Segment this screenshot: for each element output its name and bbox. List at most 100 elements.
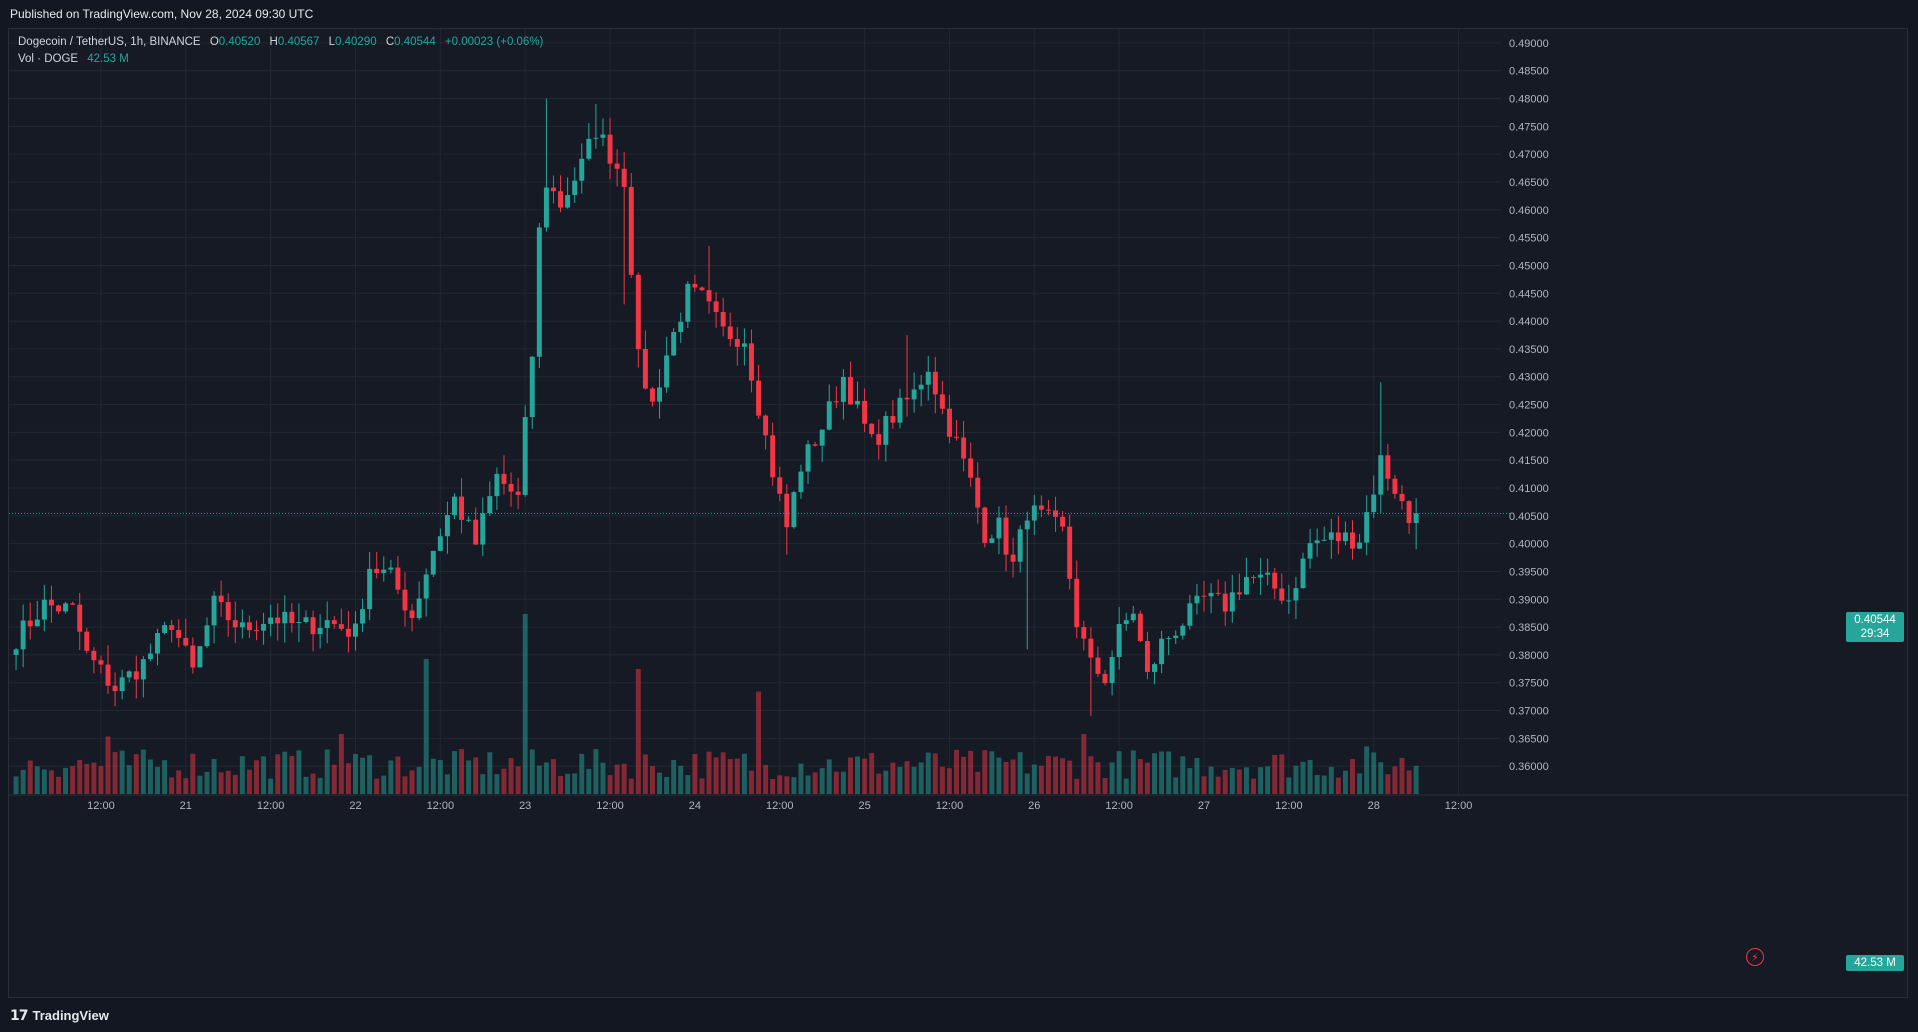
volume-bar [607, 775, 613, 794]
chart-frame[interactable]: 0.36000 0.36500 0.37000 0.37500 0.38000 0.385… [8, 28, 1909, 999]
volume-bar [1293, 765, 1299, 794]
candle-body [1017, 529, 1023, 562]
candle-body [1314, 540, 1320, 544]
candle-body [558, 191, 564, 208]
volume-bar [1222, 769, 1228, 794]
symbol-title[interactable]: Dogecoin / TetherUS, 1h, BINANCE [18, 36, 201, 48]
candle-body [211, 595, 217, 626]
candle-body [1300, 558, 1306, 589]
candle-body [331, 620, 337, 625]
candle-body [961, 437, 967, 459]
volume-bar [1067, 760, 1073, 794]
volume-bar [1074, 778, 1080, 794]
volume-bar [1095, 762, 1101, 794]
volume-bar [1152, 753, 1157, 794]
chart-canvas[interactable]: 0.36000 0.36500 0.37000 0.37500 0.38000 0.385… [9, 29, 1909, 999]
volume-bar [1378, 762, 1384, 794]
volume-bar [989, 751, 995, 794]
volume-bar [932, 753, 938, 794]
candle-body [388, 567, 394, 570]
volume-bar [204, 771, 210, 794]
candle-body [1180, 625, 1186, 636]
countdown-value: 29:34 [1860, 628, 1890, 640]
ohlc-row: Dogecoin / TetherUS, 1h, BINANCE O0.4052… [18, 34, 543, 51]
last-price-value: 0.40544 [1854, 614, 1896, 626]
candle-body [91, 650, 97, 661]
candle-body [1088, 638, 1094, 658]
volume-label[interactable]: Vol · DOGE [18, 53, 79, 65]
volume-bar [904, 761, 910, 794]
time-tick-label: 12:00 [596, 800, 624, 812]
candle-body [1053, 510, 1058, 517]
candle-body [494, 473, 500, 497]
volume-bar [925, 752, 931, 794]
candle-body [840, 376, 846, 402]
price-tick-label: 0.38500 [1509, 622, 1549, 634]
volume-bar [897, 766, 903, 794]
volume-bar [437, 760, 443, 794]
candle-body [1038, 505, 1044, 510]
price-tick-label: 0.38000 [1509, 650, 1549, 662]
volume-bar [869, 753, 875, 794]
time-tick-label: 24 [689, 800, 701, 812]
volume-bar [232, 774, 238, 794]
volume-bar [635, 669, 641, 794]
tradingview-logo[interactable]: 𝟭𝟳 TradingView [10, 1007, 109, 1024]
candle-body [1137, 613, 1143, 642]
price-tick-label: 0.48000 [1509, 94, 1549, 106]
candle-body [338, 624, 344, 629]
open-label: O [209, 36, 219, 48]
candle-body [423, 574, 429, 599]
price-tick-label: 0.42500 [1509, 400, 1549, 412]
candle-body [1272, 572, 1278, 589]
bolt-icon[interactable]: ⚡ [1746, 948, 1764, 966]
volume-bar [84, 763, 90, 794]
price-tick-label: 0.46000 [1509, 205, 1549, 217]
close-label: C [385, 36, 395, 48]
time-tick-label: 12:00 [1445, 800, 1473, 812]
candle-body [826, 401, 832, 430]
volume-bar [671, 759, 677, 794]
candle-body [1130, 613, 1136, 621]
volume-bar [1272, 754, 1278, 794]
volume-bar [331, 764, 337, 794]
candle-body [685, 283, 691, 322]
candle-body [310, 617, 316, 635]
volume-bar [1137, 758, 1143, 794]
volume-bar [805, 775, 811, 794]
change-value: +0.00023 (+0.06%) [444, 36, 544, 48]
candle-body [1208, 592, 1214, 597]
volume-bar [1159, 751, 1165, 794]
volume-bar [756, 691, 762, 794]
candle-body [692, 283, 698, 288]
candle-body [1378, 455, 1384, 495]
candle-body [593, 137, 599, 139]
volume-bar [939, 766, 945, 794]
volume-bar [1166, 751, 1172, 794]
tradingview-logo-text: TradingView [32, 1007, 109, 1023]
volume-bar [1350, 759, 1355, 794]
volume-bar [883, 770, 889, 794]
volume-bar [275, 754, 281, 794]
volume-bar [1017, 752, 1023, 794]
candle-body [649, 388, 655, 402]
volume-bar [833, 771, 839, 794]
volume-bar [459, 749, 465, 794]
time-tick-label: 12:00 [936, 800, 964, 812]
candle-body [1406, 501, 1412, 523]
volume-bar [1024, 773, 1030, 794]
volume-bar [996, 757, 1002, 794]
volume-bar [1286, 777, 1292, 794]
price-tick-label: 0.49000 [1509, 38, 1549, 50]
candle-body [41, 599, 47, 620]
price-tick-label: 0.45500 [1509, 233, 1549, 245]
volume-bar [579, 753, 585, 794]
candle-body [982, 507, 988, 543]
candle-body [543, 187, 549, 228]
candle-body [1243, 577, 1249, 595]
candle-body [1024, 520, 1030, 530]
candle-body [1074, 578, 1080, 628]
candle-body [939, 394, 945, 409]
candle-body [218, 595, 224, 603]
candle-body [204, 625, 210, 647]
